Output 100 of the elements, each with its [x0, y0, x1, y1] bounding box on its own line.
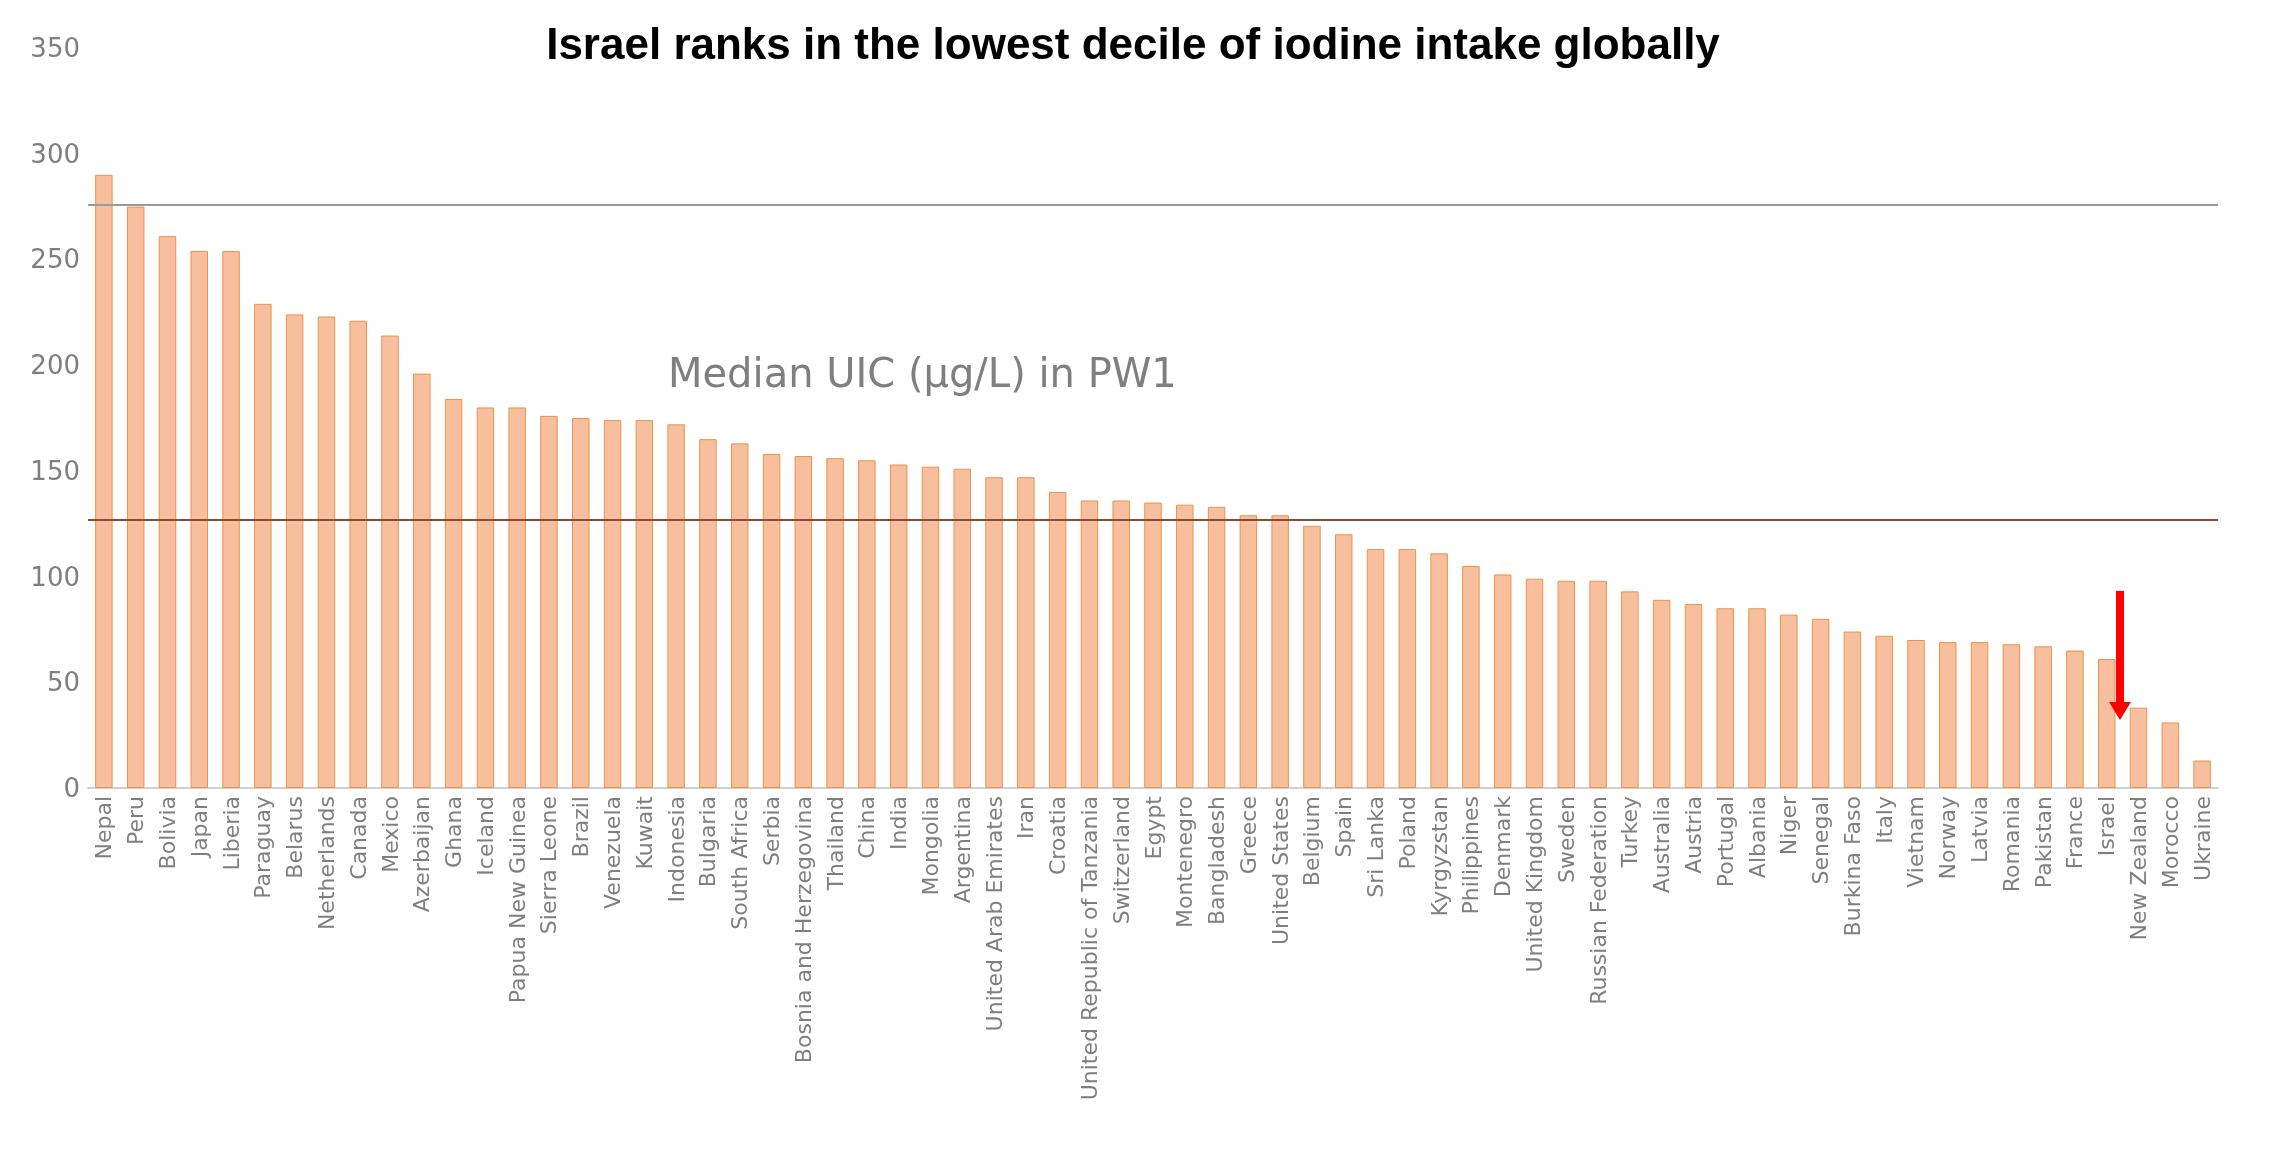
- x-tick-label: Thailand: [822, 796, 848, 892]
- bar: [381, 335, 399, 788]
- x-tick-label: Bulgaria: [695, 796, 721, 888]
- x-tick-label: China: [854, 796, 880, 859]
- y-tick-label: 350: [30, 33, 80, 63]
- bar: [699, 439, 717, 788]
- x-tick-label: Turkey: [1617, 796, 1643, 869]
- x-tick-label: Bangladesh: [1204, 796, 1230, 925]
- bar: [190, 250, 209, 788]
- x-tick-label: Vietnam: [1903, 796, 1929, 888]
- x-tick-label: Brazil: [568, 796, 594, 858]
- bar: [1684, 604, 1703, 788]
- annotation: Median UIC (µg/L) in PW1: [668, 350, 1177, 396]
- x-tick-label: Morocco: [2157, 796, 2183, 889]
- bar: [572, 418, 590, 788]
- bar: [1017, 477, 1035, 788]
- x-tick-label: Montenegro: [1172, 796, 1198, 929]
- x-tick-label: Mongolia: [917, 796, 943, 896]
- x-tick-label: Burkina Faso: [1839, 796, 1865, 937]
- bar: [1430, 553, 1448, 788]
- x-tick-label: Kyrgyzstan: [1426, 796, 1452, 917]
- x-tick-label: Greece: [1235, 796, 1261, 875]
- y-tick-label: 100: [30, 561, 80, 592]
- x-tick-label: Romania: [1998, 796, 2024, 893]
- bar: [1271, 515, 1289, 788]
- bar: [1652, 599, 1671, 788]
- bar: [603, 420, 622, 788]
- x-tick-label: Peru: [123, 796, 149, 846]
- x-tick-label: Kuwait: [631, 795, 657, 870]
- x-tick-label: Canada: [345, 796, 371, 880]
- bar: [413, 373, 431, 788]
- bar: [158, 236, 177, 788]
- x-tick-label: Sri Lanka: [1363, 796, 1389, 898]
- x-tick-label: Australia: [1649, 796, 1675, 894]
- x-tick-label: Indonesia: [663, 796, 689, 903]
- bar: [444, 398, 463, 788]
- bar: [1716, 608, 1734, 788]
- bar: [921, 466, 940, 788]
- x-tick-label: United Kingdom: [1521, 796, 1547, 973]
- bar: [1493, 574, 1512, 788]
- bar: [2129, 707, 2148, 788]
- bar: [985, 477, 1003, 788]
- y-tick-label: 150: [30, 455, 80, 486]
- bar: [1366, 549, 1385, 788]
- bar: [1970, 642, 1989, 788]
- bar: [1907, 640, 1925, 788]
- x-tick-label: Poland: [1394, 796, 1420, 870]
- x-tick-label: Bolivia: [154, 796, 180, 870]
- bar: [1525, 578, 1544, 788]
- bar: [2097, 659, 2116, 788]
- bar: [794, 456, 813, 788]
- bar: [95, 174, 113, 788]
- x-tick-label: Ghana: [441, 796, 467, 868]
- x-tick-label: Azerbaijan: [409, 796, 435, 913]
- bar: [1589, 580, 1607, 788]
- x-tick-label: Iran: [1013, 796, 1039, 839]
- x-tick-label: Argentina: [949, 796, 975, 904]
- bar: [1207, 506, 1226, 788]
- x-tick-label: United States: [1267, 796, 1293, 945]
- x-tick-label: Latvia: [1967, 796, 1993, 863]
- bar: [2002, 644, 2021, 788]
- x-tick-label: Philippines: [1458, 796, 1484, 915]
- bar: [1811, 618, 1830, 788]
- bar: [1462, 566, 1480, 788]
- bar: [2034, 646, 2052, 788]
- y-tick-label: 200: [30, 350, 80, 381]
- x-tick-label: Paraguay: [250, 796, 276, 899]
- bar: [126, 206, 145, 788]
- x-tick-label: Norway: [1935, 796, 1961, 880]
- x-tick-label: India: [886, 796, 912, 850]
- bar: [476, 407, 495, 788]
- bar: [1780, 614, 1798, 788]
- bar: [1398, 549, 1417, 788]
- bar: [953, 468, 971, 788]
- y-tick-label: 250: [30, 244, 80, 275]
- x-tick-label: Bosnia and Herzegovina: [790, 796, 816, 1064]
- bar: [2066, 650, 2084, 788]
- bar: [762, 453, 781, 788]
- bar: [285, 314, 304, 788]
- bar: [540, 415, 558, 788]
- bar: [667, 424, 685, 788]
- x-tick-label: Iceland: [472, 796, 498, 876]
- x-tick-label: Belgium: [1299, 796, 1325, 887]
- x-tick-label: Russian Federation: [1585, 796, 1611, 1005]
- x-tick-label: Ukraine: [2189, 796, 2215, 881]
- x-tick-label: France: [2062, 796, 2088, 870]
- bar: [858, 460, 876, 788]
- x-tick-label: Papua New Guinea: [504, 796, 530, 1004]
- bar: [254, 303, 272, 788]
- x-tick-label: Pakistan: [2030, 796, 2056, 889]
- bar: [889, 464, 908, 788]
- y-tick-label: 0: [63, 773, 80, 803]
- bar: [349, 320, 367, 788]
- bar: [2161, 722, 2180, 788]
- bar: [1748, 608, 1766, 788]
- x-tick-label: Portugal: [1712, 796, 1738, 888]
- x-tick-label: Austria: [1680, 796, 1706, 874]
- bar: [1843, 631, 1862, 788]
- bar: [2193, 760, 2211, 788]
- bar: [1112, 500, 1130, 788]
